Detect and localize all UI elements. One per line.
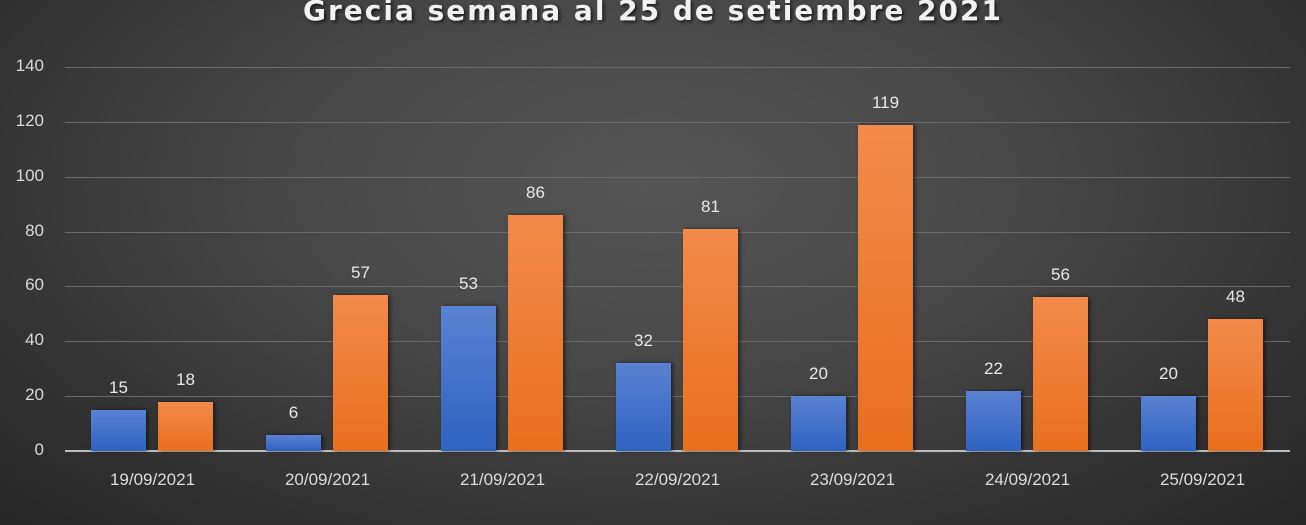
data-label: 53 xyxy=(459,273,478,293)
data-label: 15 xyxy=(109,377,128,397)
data-label: 86 xyxy=(526,183,545,203)
gridline xyxy=(65,396,1290,398)
y-tick-label: 100 xyxy=(15,165,44,185)
y-tick-label: 40 xyxy=(25,330,44,350)
x-tick-label: 24/09/2021 xyxy=(984,470,1071,489)
bar-group: 15 18 xyxy=(65,67,240,451)
bar-series-1 xyxy=(791,396,846,451)
chart-title: Grecia semana al 25 de setiembre 2021 xyxy=(303,0,1003,27)
gridline xyxy=(65,67,1290,68)
y-tick-label: 120 xyxy=(15,110,44,130)
x-axis-baseline xyxy=(65,450,1290,452)
data-label: 81 xyxy=(701,196,720,216)
data-label: 56 xyxy=(1051,265,1070,285)
bar-series-1 xyxy=(966,390,1021,451)
bar-group: 20 48 xyxy=(1115,67,1290,451)
bar-group: 20 119 xyxy=(765,67,940,451)
bar-group: 53 86 xyxy=(415,67,590,451)
data-label: 48 xyxy=(1226,287,1245,307)
bar-series-2 xyxy=(683,228,738,451)
x-tick-label: 20/09/2021 xyxy=(284,470,371,489)
y-tick-label: 60 xyxy=(25,275,44,295)
y-tick-label: 20 xyxy=(25,385,44,405)
data-label: 32 xyxy=(634,331,653,351)
data-label: 20 xyxy=(1159,364,1178,384)
data-label: 57 xyxy=(351,262,370,282)
bar-series-1 xyxy=(1141,396,1196,451)
x-tick-label: 19/09/2021 xyxy=(109,470,196,489)
y-tick-label: 0 xyxy=(34,440,44,459)
data-label: 22 xyxy=(984,358,1003,378)
bar-group: 22 56 xyxy=(940,67,1115,451)
bar-series-2 xyxy=(858,124,913,451)
y-tick-label: 140 xyxy=(15,56,44,75)
data-label: 119 xyxy=(871,92,900,112)
data-label: 18 xyxy=(176,369,195,389)
bar-series-1 xyxy=(441,305,496,451)
gridline xyxy=(65,176,1290,178)
gridline xyxy=(65,231,1290,233)
x-tick-label: 25/09/2021 xyxy=(1159,470,1246,489)
bar-series-2 xyxy=(158,401,213,451)
bar-group: 6 57 xyxy=(240,67,415,451)
x-tick-label: 23/09/2021 xyxy=(809,470,896,489)
data-label: 20 xyxy=(809,364,828,384)
plot-area: 15 18 6 57 53 86 32 81 20 119 22 56 20 48 xyxy=(65,67,1290,452)
gridline xyxy=(65,286,1290,288)
bar-series-1 xyxy=(91,409,146,451)
bar-series-2 xyxy=(1033,297,1088,451)
x-tick-label: 22/09/2021 xyxy=(634,470,721,489)
bar-series-2 xyxy=(333,294,388,451)
bar-series-2 xyxy=(1208,319,1263,451)
bar-series-1 xyxy=(266,434,321,451)
gridline xyxy=(65,121,1290,123)
data-label: 6 xyxy=(288,402,299,422)
gridline xyxy=(65,341,1290,343)
x-tick-label: 21/09/2021 xyxy=(459,470,546,489)
bar-series-2 xyxy=(508,215,563,451)
y-tick-label: 80 xyxy=(25,220,44,240)
bar-series-1 xyxy=(616,363,671,451)
bar-group: 32 81 xyxy=(590,67,765,451)
